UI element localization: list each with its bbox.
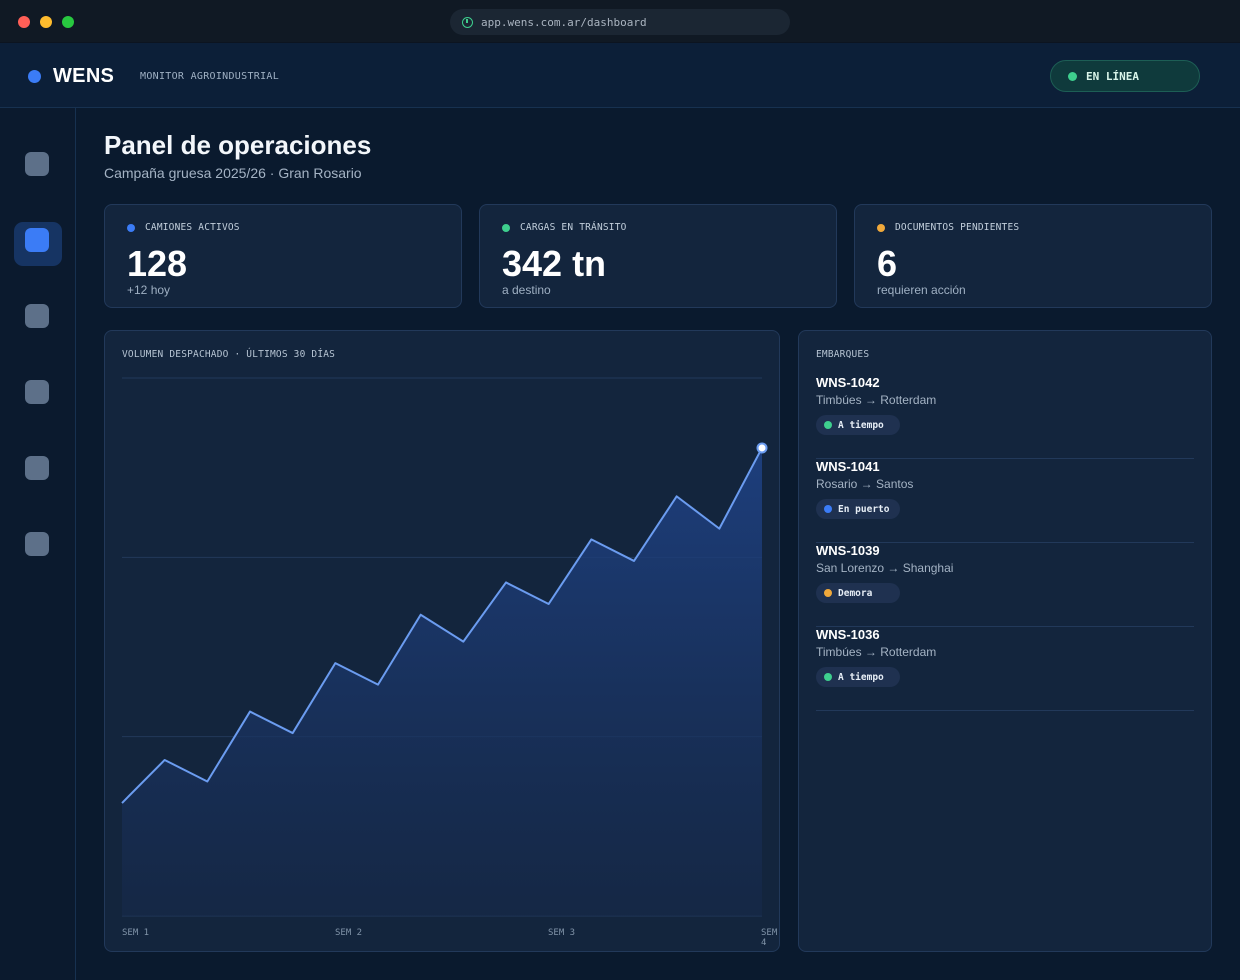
shipment-status: A tiempo xyxy=(838,671,884,683)
shipment-item[interactable]: WNS-1041 Rosario → Santos En puerto xyxy=(816,459,1194,543)
shipments-card: EMBARQUES WNS-1042 Timbúes → Rotterdam A… xyxy=(798,330,1212,952)
shipment-id: WNS-1036 xyxy=(816,627,880,642)
kpi-label: DOCUMENTOS PENDIENTES xyxy=(895,222,1020,233)
volume-chart-card: VOLUMEN DESPACHADO · ÚLTIMOS 30 DÍAS SEM… xyxy=(104,330,780,952)
site-info-icon[interactable] xyxy=(462,16,473,28)
shipment-id: WNS-1042 xyxy=(816,375,880,390)
shipment-status: A tiempo xyxy=(838,419,884,431)
shipment-item[interactable]: WNS-1039 San Lorenzo → Shanghai Demora xyxy=(816,543,1194,627)
kpi-label-wrap: CAMIONES ACTIVOS xyxy=(127,222,240,233)
volume-chart xyxy=(121,377,768,917)
shipment-id: WNS-1041 xyxy=(816,459,880,474)
brand-subtitle: MONITOR AGROINDUSTRIAL xyxy=(140,71,280,82)
shipment-status-badge: En puerto xyxy=(816,499,900,519)
sidebar-nav-icon-2[interactable] xyxy=(25,228,49,252)
browser-chrome: app.wens.com.ar/dashboard xyxy=(0,0,1240,43)
kpi-value: 342 tn xyxy=(502,243,607,284)
address-bar[interactable]: app.wens.com.ar/dashboard xyxy=(450,9,790,35)
page-title: Panel de operaciones xyxy=(104,130,372,160)
shipment-route: Timbúes → Rotterdam xyxy=(816,645,937,659)
brand-name[interactable]: WENS xyxy=(53,65,115,87)
brand-logo-icon xyxy=(28,70,41,83)
status-dot-icon xyxy=(824,421,832,429)
chart-area-fill xyxy=(122,447,762,916)
x-tick-label: SEM 1 xyxy=(122,928,150,938)
kpi-value: 128 xyxy=(127,243,188,284)
x-tick-label: SEM 4 xyxy=(761,928,778,948)
kpi-dot-icon xyxy=(877,223,885,232)
status-dot-icon xyxy=(824,589,832,597)
shipment-route: San Lorenzo → Shanghai xyxy=(816,561,954,575)
sidebar xyxy=(0,108,76,980)
minimize-window-button[interactable] xyxy=(40,16,52,28)
kpi-note: +12 hoy xyxy=(127,283,171,297)
shipment-status: Demora xyxy=(838,587,873,599)
kpi-card-documentos[interactable]: DOCUMENTOS PENDIENTES 6 requieren acción xyxy=(854,204,1212,308)
kpi-card-camiones[interactable]: CAMIONES ACTIVOS 128 +12 hoy xyxy=(104,204,462,308)
close-window-button[interactable] xyxy=(18,16,30,28)
connection-status-badge: EN LÍNEA xyxy=(1050,60,1200,92)
sidebar-nav-icon-1[interactable] xyxy=(25,152,49,176)
address-url: app.wens.com.ar/dashboard xyxy=(481,15,647,29)
sidebar-nav-icon-6[interactable] xyxy=(25,532,49,556)
app-header: WENS MONITOR AGROINDUSTRIAL EN LÍNEA xyxy=(0,43,1240,108)
sidebar-nav-icon-5[interactable] xyxy=(25,456,49,480)
shipment-id: WNS-1039 xyxy=(816,543,880,558)
shipment-item[interactable]: WNS-1042 Timbúes → Rotterdam A tiempo xyxy=(816,375,1194,459)
shipment-status-badge: A tiempo xyxy=(816,667,900,687)
sidebar-nav-icon-3[interactable] xyxy=(25,304,49,328)
shipments-title: EMBARQUES xyxy=(816,349,870,360)
status-label: EN LÍNEA xyxy=(1086,69,1139,83)
kpi-label: CAMIONES ACTIVOS xyxy=(145,222,240,233)
status-dot-icon xyxy=(1068,71,1077,81)
kpi-card-cargas[interactable]: CARGAS EN TRÁNSITO 342 tn a destino xyxy=(479,204,837,308)
kpi-label-wrap: CARGAS EN TRÁNSITO xyxy=(502,222,627,233)
shipment-route: Rosario → Santos xyxy=(816,477,914,491)
chart-series-line xyxy=(121,447,763,804)
maximize-window-button[interactable] xyxy=(62,16,74,28)
page-subtitle: Campaña gruesa 2025/26 · Gran Rosario xyxy=(104,165,362,181)
status-dot-icon xyxy=(824,673,832,681)
x-tick-label: SEM 2 xyxy=(335,928,363,938)
kpi-label: CARGAS EN TRÁNSITO xyxy=(520,222,627,233)
shipment-status-badge: Demora xyxy=(816,583,900,603)
kpi-dot-icon xyxy=(127,223,135,232)
shipment-status-badge: A tiempo xyxy=(816,415,900,435)
shipment-item[interactable]: WNS-1036 Timbúes → Rotterdam A tiempo xyxy=(816,627,1194,711)
status-dot-icon xyxy=(824,505,832,513)
kpi-note: requieren acción xyxy=(877,283,966,297)
kpi-value: 6 xyxy=(877,243,898,284)
kpi-dot-icon xyxy=(502,223,510,232)
shipment-status: En puerto xyxy=(838,503,890,515)
shipment-route: Timbúes → Rotterdam xyxy=(816,393,937,407)
kpi-note: a destino xyxy=(502,283,551,297)
chart-title: VOLUMEN DESPACHADO · ÚLTIMOS 30 DÍAS xyxy=(122,349,336,360)
x-tick-label: SEM 3 xyxy=(548,928,576,938)
kpi-label-wrap: DOCUMENTOS PENDIENTES xyxy=(877,222,1019,233)
chart-point-latest xyxy=(756,442,768,454)
sidebar-nav-icon-4[interactable] xyxy=(25,380,49,404)
